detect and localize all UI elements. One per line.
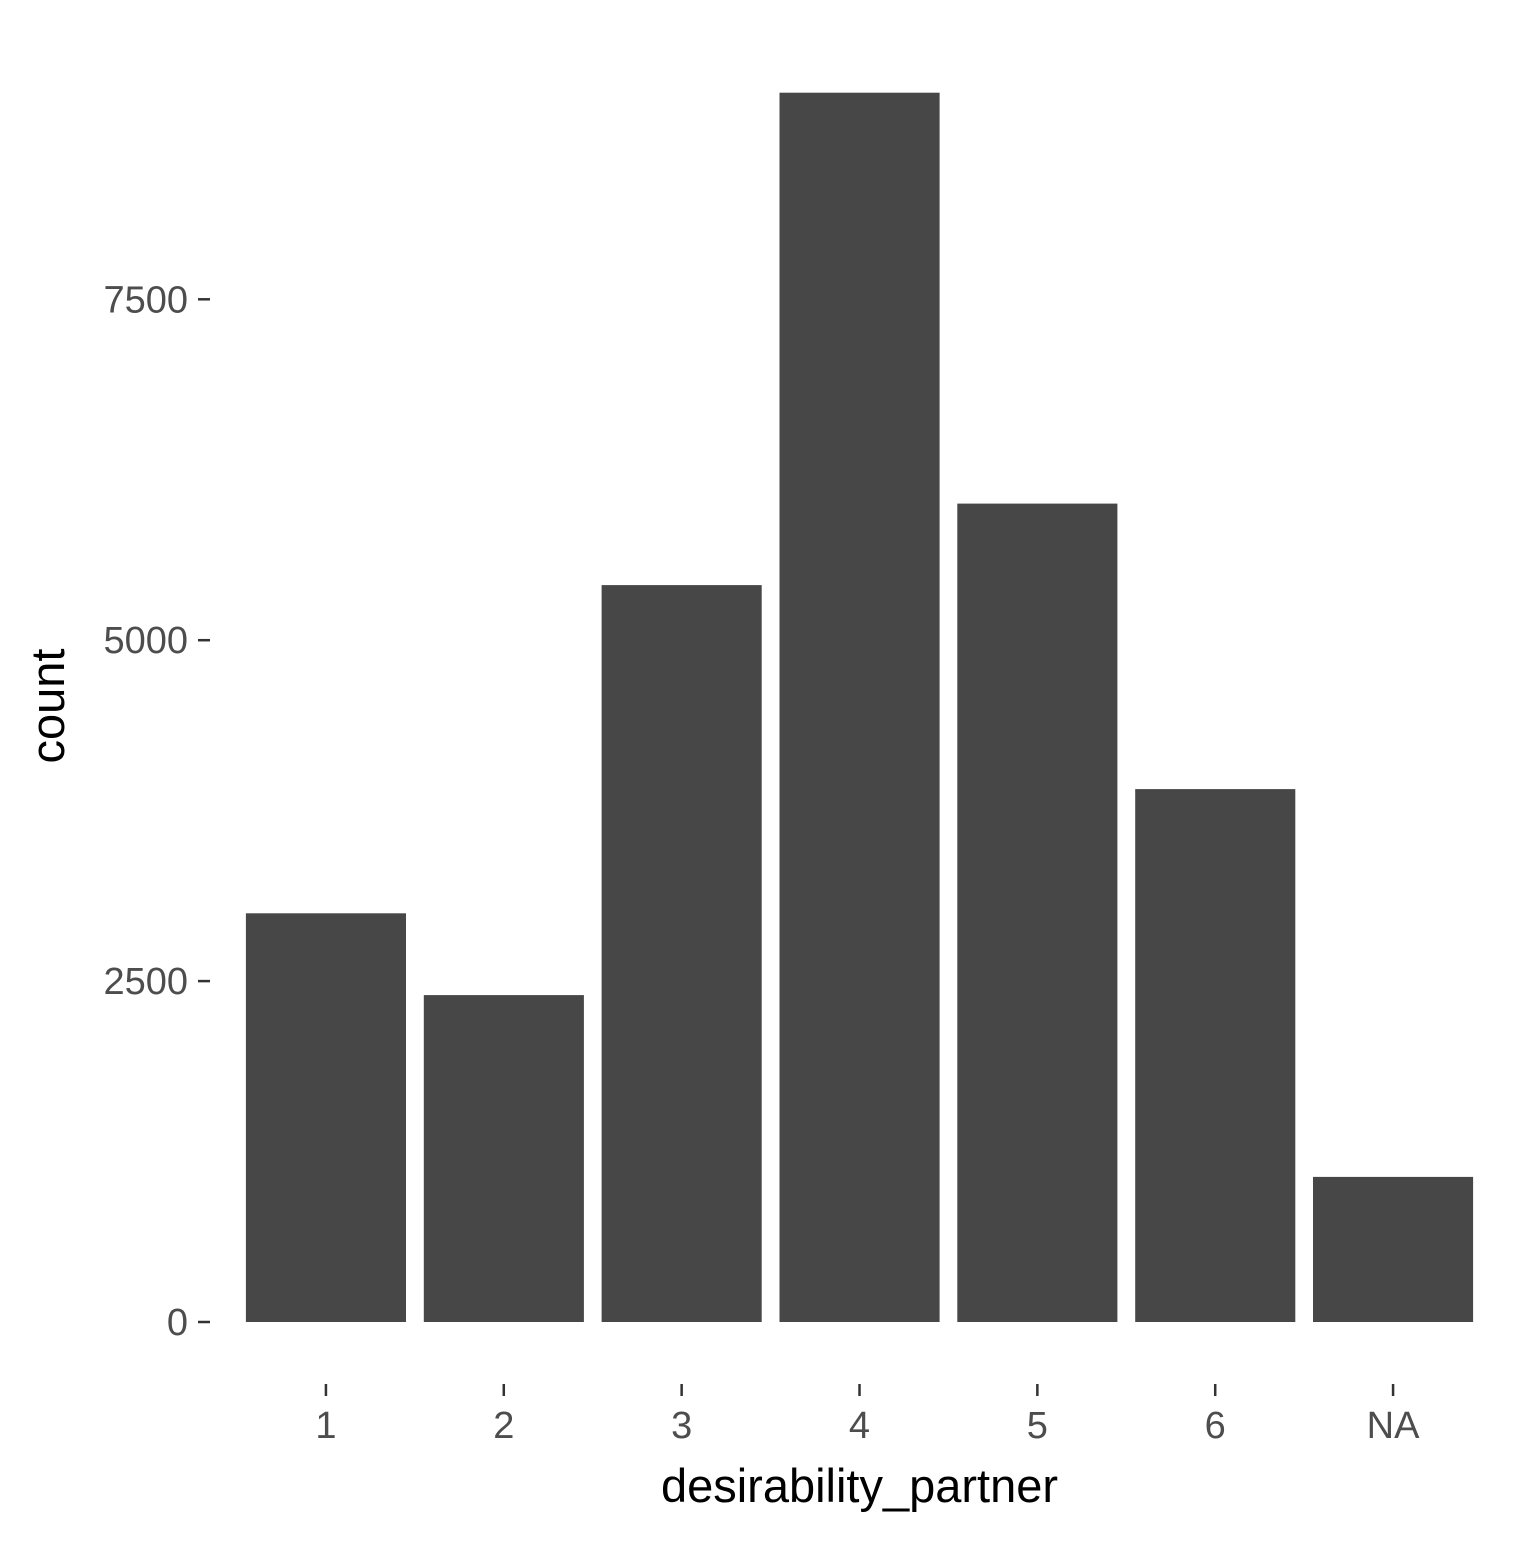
bar-4 — [779, 92, 940, 1323]
x-tick-label: 1 — [315, 1405, 336, 1447]
bar-5 — [957, 503, 1118, 1323]
y-axis-title: count — [21, 649, 74, 764]
x-tick-label: 2 — [493, 1405, 514, 1447]
x-tick-label: 4 — [849, 1405, 870, 1447]
y-tick-label: 7500 — [103, 279, 188, 321]
bar-2 — [423, 995, 584, 1322]
x-tick-label: NA — [1367, 1405, 1420, 1447]
y-tick-label: 2500 — [103, 961, 188, 1003]
y-tick-label: 5000 — [103, 620, 188, 662]
x-tick-label: 5 — [1027, 1405, 1048, 1447]
y-axis: 0 2500 5000 7500 — [103, 279, 210, 1344]
y-tick-label: 0 — [167, 1302, 188, 1344]
bars-layer — [245, 92, 1474, 1323]
bar-na — [1313, 1176, 1474, 1322]
x-axis: 1 2 3 4 5 6 NA — [315, 1384, 1420, 1447]
bar-3 — [601, 585, 762, 1322]
x-axis-title: desirability_partner — [661, 1459, 1058, 1512]
x-tick-label: 6 — [1205, 1405, 1226, 1447]
bar-6 — [1135, 789, 1296, 1322]
bar-1 — [245, 913, 406, 1322]
x-tick-label: 3 — [671, 1405, 692, 1447]
